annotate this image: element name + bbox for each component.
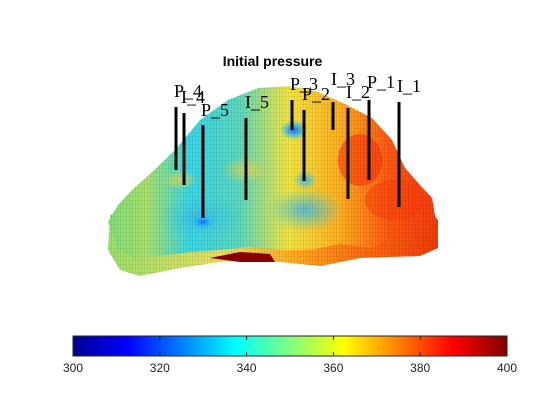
colorbar[interactable] — [72, 335, 508, 357]
colorbar-tick-label: 320 — [149, 361, 170, 375]
well-label-i3: I_3 — [331, 69, 355, 89]
well-label-i4: I_4 — [181, 87, 205, 107]
colorbar-ticks — [72, 336, 508, 356]
colorbar-tick-label: 340 — [236, 361, 257, 375]
well-label-p4: P_4 — [174, 81, 203, 101]
well-label-i1: I_1 — [397, 76, 421, 96]
well-label-p3: P_3 — [290, 74, 319, 94]
dark-red-base — [210, 252, 275, 262]
well-lines — [174, 100, 401, 218]
colorbar-tick-label: 380 — [410, 361, 431, 375]
well-label-i2: I_2 — [346, 82, 370, 102]
colorbar-tick-label: 360 — [323, 361, 344, 375]
well-label-p5: P_5 — [201, 100, 230, 120]
colorbar-tick-label: 300 — [62, 361, 84, 375]
surface-mesh — [108, 86, 436, 258]
colorbar-tick-label: 400 — [496, 361, 518, 375]
well-label-p1: P_1 — [367, 72, 396, 92]
plot-title: Initial pressure — [222, 53, 323, 69]
well-label-i5: I_5 — [245, 92, 269, 112]
well-label-p2: P_2 — [302, 84, 331, 104]
